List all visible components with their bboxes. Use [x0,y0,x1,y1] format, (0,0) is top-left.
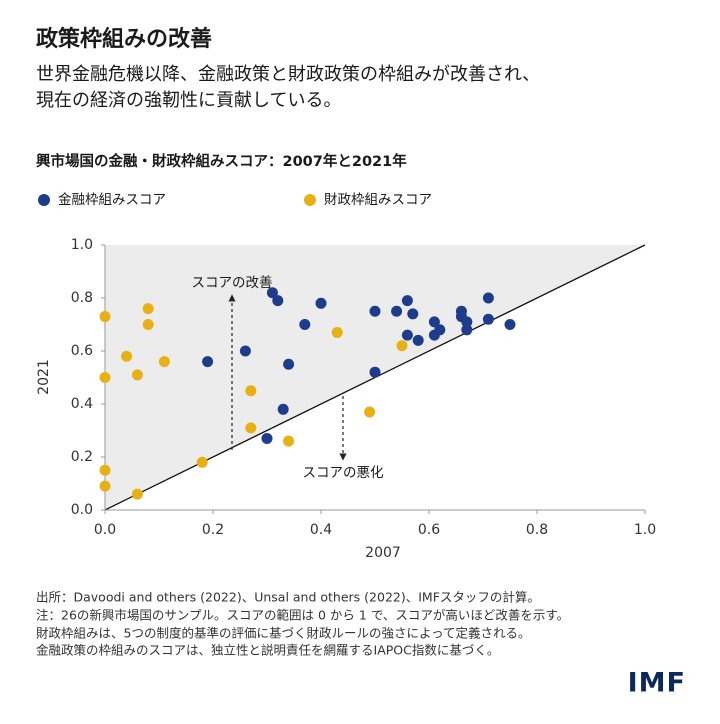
x-tick-label: 0.8 [526,522,548,538]
point [158,356,170,368]
page-title: 政策枠組みの改善 [36,26,212,52]
point [401,295,413,307]
point [266,287,278,299]
footnote: 財政枠組みは、5つの制度的基準の評価に基づく財政ルールの強さによって定義される。 [36,626,530,641]
legend-marker [304,194,316,206]
point [482,292,494,304]
subtitle: 現在の経済の強靭性に貢献している。 [36,90,341,111]
point [196,456,208,468]
x-tick-label: 0.6 [418,522,440,538]
x-tick-label: 0.0 [94,522,116,538]
point [131,369,143,381]
point [142,319,154,330]
point [461,324,473,336]
point [299,319,311,330]
point [428,316,440,328]
subtitle: 世界金融危機以降、金融政策と財政政策の枠組みが改善され、 [36,64,540,85]
x-tick-label: 0.2 [202,522,224,538]
y-tick-label: 0.2 [71,449,93,465]
point [99,480,111,492]
x-tick-label: 1.0 [634,522,656,538]
y-tick-label: 0.8 [71,290,93,306]
point [272,295,284,307]
y-tick-label: 0.4 [71,396,93,412]
point [391,305,403,317]
x-tick-label: 0.4 [310,522,332,538]
point [369,305,381,317]
point [277,403,289,415]
point [331,326,343,338]
x-axis-label: 2007 [365,545,401,561]
footnote: 金融政策の枠組みのスコアは、独立性と説明責任を網羅するIAPOC指数に基づく。 [36,643,499,658]
point [461,316,473,328]
point [401,329,413,341]
point [99,464,111,476]
y-tick-label: 0.6 [71,343,93,359]
point [283,358,295,370]
point [369,366,381,378]
point [364,406,376,418]
annotation: スコアの改善 [192,275,273,291]
point [283,435,295,447]
logo: IMF [628,668,686,699]
point [99,311,111,323]
point [407,308,419,320]
point [482,313,494,325]
point [99,372,111,383]
point [504,319,516,330]
y-tick-label: 0.0 [71,502,93,518]
legend-label: 財政枠組みスコア [324,192,432,208]
point [245,422,257,434]
point [121,350,133,362]
point [131,488,143,500]
annotation: スコアの悪化 [303,465,384,481]
legend-label: 金融枠組みスコア [58,192,166,208]
point [315,297,327,309]
point [396,340,408,352]
legend-marker [38,194,50,206]
point [428,329,440,341]
point [239,345,251,357]
chart-title: 興市場国の金融・財政枠組みスコア：2007年と2021年 [36,152,407,170]
y-axis-label: 2021 [36,359,52,395]
point [245,385,257,397]
point [202,356,214,368]
point [142,303,154,315]
footnote: 注：26の新興市場国のサンプル。スコアの範囲は 0 から 1 で、スコアが高いほ… [36,608,569,623]
y-tick-label: 1.0 [71,237,93,253]
footnote: 出所：Davoodi and others (2022)、Unsal and o… [36,590,540,605]
point [412,334,424,346]
point [261,432,273,444]
